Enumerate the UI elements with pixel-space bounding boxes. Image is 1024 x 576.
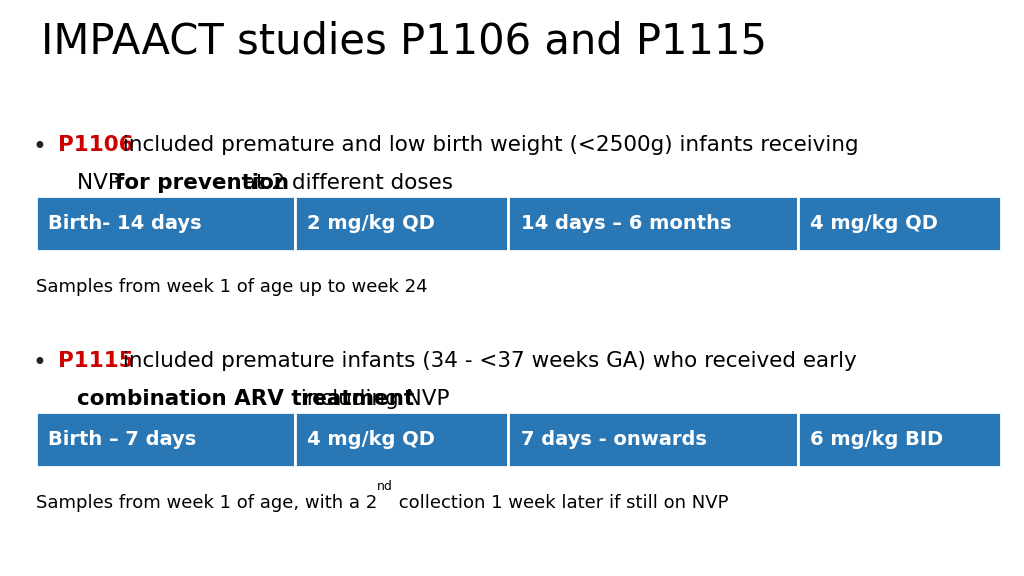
- FancyBboxPatch shape: [295, 412, 509, 467]
- Text: for prevention: for prevention: [115, 173, 289, 193]
- Text: nd: nd: [377, 480, 393, 493]
- Text: included premature infants (34 - <37 weeks GA) who received early: included premature infants (34 - <37 wee…: [116, 351, 856, 372]
- FancyBboxPatch shape: [509, 412, 798, 467]
- Text: IMPAACT studies P1106 and P1115: IMPAACT studies P1106 and P1115: [41, 20, 767, 62]
- Text: including NVP: including NVP: [294, 389, 450, 409]
- Text: NVP: NVP: [77, 173, 128, 193]
- Text: Samples from week 1 of age, with a 2: Samples from week 1 of age, with a 2: [36, 494, 377, 512]
- Text: •: •: [33, 351, 47, 376]
- Text: Samples from week 1 of age up to week 24: Samples from week 1 of age up to week 24: [36, 278, 427, 296]
- Text: 14 days – 6 months: 14 days – 6 months: [521, 214, 731, 233]
- Text: •: •: [33, 135, 47, 160]
- Text: P1106: P1106: [58, 135, 134, 156]
- Text: 6 mg/kg BID: 6 mg/kg BID: [810, 430, 943, 449]
- FancyBboxPatch shape: [798, 412, 1001, 467]
- FancyBboxPatch shape: [509, 196, 798, 251]
- Text: at 2 different doses: at 2 different doses: [236, 173, 453, 193]
- FancyBboxPatch shape: [798, 196, 1001, 251]
- Text: included premature and low birth weight (<2500g) infants receiving: included premature and low birth weight …: [116, 135, 858, 156]
- Text: combination ARV treatment: combination ARV treatment: [77, 389, 414, 409]
- Text: Birth- 14 days: Birth- 14 days: [48, 214, 202, 233]
- Text: 7 days - onwards: 7 days - onwards: [521, 430, 707, 449]
- FancyBboxPatch shape: [295, 196, 509, 251]
- Text: P1115: P1115: [58, 351, 134, 372]
- FancyBboxPatch shape: [36, 412, 295, 467]
- Text: collection 1 week later if still on NVP: collection 1 week later if still on NVP: [393, 494, 728, 512]
- Text: 2 mg/kg QD: 2 mg/kg QD: [307, 214, 435, 233]
- FancyBboxPatch shape: [36, 196, 295, 251]
- Text: 4 mg/kg QD: 4 mg/kg QD: [307, 430, 435, 449]
- Text: 4 mg/kg QD: 4 mg/kg QD: [810, 214, 938, 233]
- Text: Birth – 7 days: Birth – 7 days: [48, 430, 197, 449]
